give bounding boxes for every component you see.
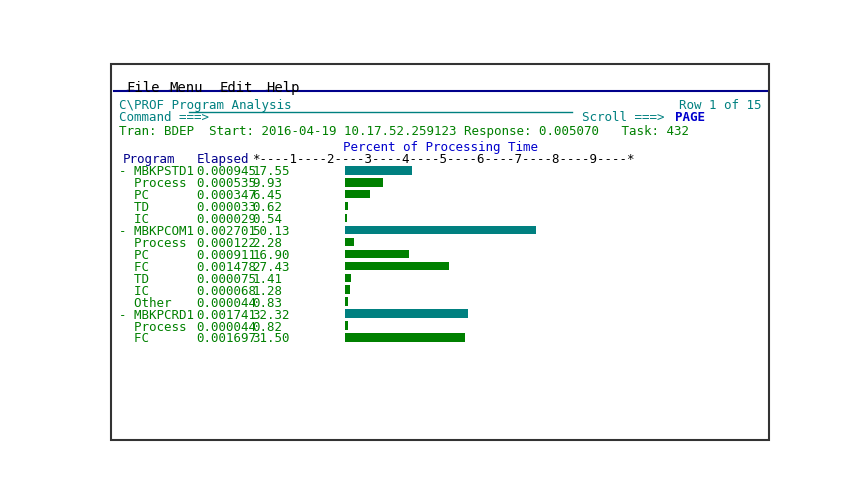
Bar [345, 202, 348, 211]
Text: C\PROF Program Analysis: C\PROF Program Analysis [119, 99, 291, 112]
Bar [345, 214, 347, 223]
Bar [345, 273, 350, 282]
Text: 0.62: 0.62 [253, 201, 283, 214]
Text: Process: Process [119, 320, 186, 333]
Text: 0.000945: 0.000945 [197, 165, 257, 178]
Text: 31.50: 31.50 [253, 332, 289, 345]
Text: 50.13: 50.13 [253, 225, 289, 238]
Text: - MBKPCRD1: - MBKPCRD1 [119, 308, 194, 321]
Text: 0.000044: 0.000044 [197, 296, 257, 310]
Text: 17.55: 17.55 [253, 165, 289, 178]
Text: Command ===>: Command ===> [119, 111, 209, 124]
Text: 32.32: 32.32 [253, 308, 289, 321]
Text: *----1----2----3----4----5----6----7----8----9----*: *----1----2----3----4----5----6----7----… [253, 153, 635, 166]
Bar [345, 250, 410, 258]
Text: 0.000029: 0.000029 [197, 213, 257, 226]
Bar [345, 333, 465, 342]
Text: 0.000033: 0.000033 [197, 201, 257, 214]
Text: 0.54: 0.54 [253, 213, 283, 226]
Text: 0.82: 0.82 [253, 320, 283, 333]
Text: 0.002701: 0.002701 [197, 225, 257, 238]
Bar [345, 178, 383, 187]
Text: TD: TD [119, 273, 149, 286]
Text: 0.000911: 0.000911 [197, 249, 257, 262]
Text: 0.000075: 0.000075 [197, 273, 257, 286]
Text: Help: Help [266, 81, 300, 95]
Text: FC: FC [119, 332, 149, 345]
Text: 0.001741: 0.001741 [197, 308, 257, 321]
Bar [345, 309, 468, 318]
Text: - MBKPCOM1: - MBKPCOM1 [119, 225, 194, 238]
Bar [345, 166, 412, 175]
Text: FC: FC [119, 261, 149, 274]
Text: 1.28: 1.28 [253, 285, 283, 298]
Text: Elapsed: Elapsed [197, 153, 249, 166]
Text: 27.43: 27.43 [253, 261, 289, 274]
Text: 16.90: 16.90 [253, 249, 289, 262]
Text: 0.83: 0.83 [253, 296, 283, 310]
Text: Process: Process [119, 177, 186, 190]
Bar [345, 285, 350, 294]
Bar [345, 261, 449, 270]
Text: IC: IC [119, 285, 149, 298]
Text: Program: Program [123, 153, 175, 166]
Bar [345, 238, 354, 246]
Text: 0.000068: 0.000068 [197, 285, 257, 298]
Text: Percent of Processing Time: Percent of Processing Time [343, 142, 538, 155]
Text: 0.000535: 0.000535 [197, 177, 257, 190]
Text: Process: Process [119, 237, 186, 250]
Text: 9.93: 9.93 [253, 177, 283, 190]
Text: Edit: Edit [220, 81, 253, 95]
Text: Row 1 of 15: Row 1 of 15 [679, 99, 761, 112]
Text: TD: TD [119, 201, 149, 214]
Text: Scroll ===>: Scroll ===> [582, 111, 672, 124]
Text: PC: PC [119, 249, 149, 262]
Text: PC: PC [119, 189, 149, 202]
Text: 0.000347: 0.000347 [197, 189, 257, 202]
Bar [345, 190, 369, 199]
Text: 1.41: 1.41 [253, 273, 283, 286]
Text: - MBKPSTD1: - MBKPSTD1 [119, 165, 194, 178]
Bar [345, 297, 349, 306]
Text: File: File [127, 81, 161, 95]
Text: 0.001478: 0.001478 [197, 261, 257, 274]
Text: 0.000122: 0.000122 [197, 237, 257, 250]
Text: 0.001697: 0.001697 [197, 332, 257, 345]
Text: Other: Other [119, 296, 172, 310]
Text: IC: IC [119, 213, 149, 226]
Text: 0.000044: 0.000044 [197, 320, 257, 333]
Text: PAGE: PAGE [674, 111, 704, 124]
Bar [345, 321, 349, 330]
Text: 6.45: 6.45 [253, 189, 283, 202]
Bar [345, 226, 536, 235]
Text: Menu: Menu [169, 81, 203, 95]
Text: Tran: BDEP  Start: 2016-04-19 10.17.52.259123 Response: 0.005070   Task: 432: Tran: BDEP Start: 2016-04-19 10.17.52.25… [119, 125, 689, 138]
Text: 2.28: 2.28 [253, 237, 283, 250]
